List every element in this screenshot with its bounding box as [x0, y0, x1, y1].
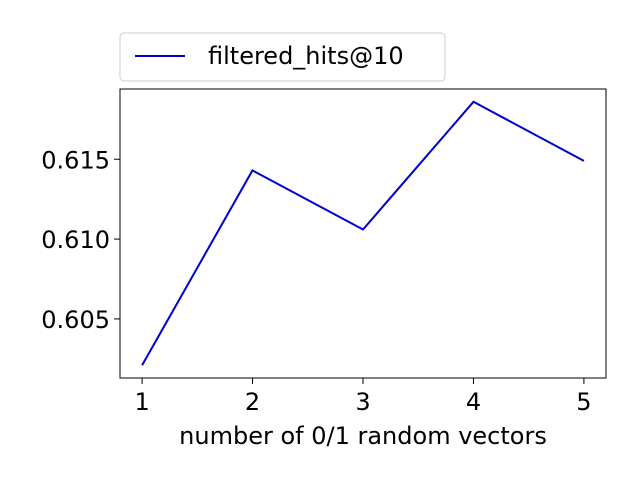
y-tick-label: 0.615 — [41, 146, 110, 174]
x-tick-label: 4 — [466, 388, 481, 416]
x-tick-label: 5 — [576, 388, 591, 416]
plot-area — [119, 88, 607, 379]
legend: filtered_hits@10 — [119, 32, 446, 82]
series-line-filtered-hits — [141, 100, 585, 366]
legend-box — [119, 32, 446, 82]
y-tick-label: 0.610 — [41, 226, 110, 254]
x-axis: 1 2 3 4 5 — [134, 378, 592, 416]
y-tick-label: 0.605 — [41, 306, 110, 334]
x-tick-label: 2 — [245, 388, 260, 416]
y-axis: 0.605 0.610 0.615 — [41, 146, 120, 334]
x-axis-label: number of 0/1 random vectors — [179, 422, 547, 450]
x-tick-label: 1 — [134, 388, 149, 416]
legend-label: filtered_hits@10 — [208, 42, 404, 70]
x-tick-label: 3 — [355, 388, 370, 416]
